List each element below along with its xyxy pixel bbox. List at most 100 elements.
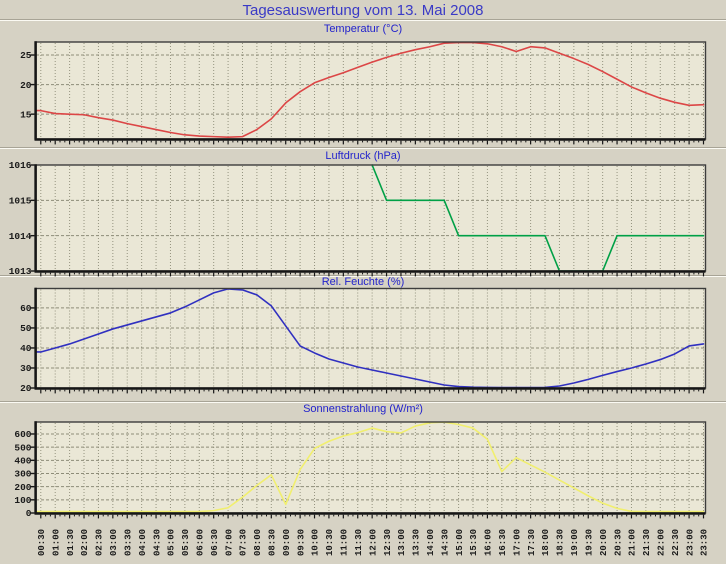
chart-title-solar: Sonnenstrahlung (W/m²) bbox=[303, 403, 423, 415]
x-tick-label: 09:00 bbox=[282, 529, 292, 556]
y-tick-label: 1014 bbox=[9, 231, 32, 242]
chart-title-humidity: Rel. Feuchte (%) bbox=[321, 276, 405, 288]
panel-humidity: 20 30 40 50 60 bbox=[20, 287, 707, 394]
humidity-line bbox=[35, 288, 705, 389]
solar-line bbox=[35, 421, 705, 513]
x-tick-label: 13:30 bbox=[412, 529, 422, 556]
x-tick-label: 17:30 bbox=[527, 529, 537, 556]
x-tick-label: 10:30 bbox=[325, 529, 335, 556]
x-tick-label: 05:30 bbox=[181, 529, 191, 556]
x-tick-label: 21:30 bbox=[642, 529, 652, 556]
horizontal-gridlines: 20 30 40 50 60 bbox=[20, 303, 705, 394]
x-tick-label: 16:00 bbox=[484, 529, 494, 556]
x-tick-label: 01:30 bbox=[66, 529, 76, 556]
x-tick-label: 12:30 bbox=[383, 529, 393, 556]
x-tick-label: 18:30 bbox=[556, 529, 566, 556]
x-tick-label: 14:30 bbox=[440, 529, 450, 556]
y-tick-label: 1016 bbox=[9, 160, 32, 171]
x-tick-label: 22:30 bbox=[671, 529, 681, 556]
temperature-line bbox=[35, 41, 705, 139]
x-tick-label: 01:00 bbox=[51, 529, 61, 556]
vertical-gridlines bbox=[40, 166, 704, 270]
y-tick-label: 50 bbox=[20, 323, 32, 334]
y-tick-label: 30 bbox=[20, 363, 32, 374]
separator-line bbox=[0, 19, 726, 21]
y-tick-label: 300 bbox=[14, 469, 31, 480]
x-axis-labels: 00:30 01:00 01:30 02:00 02:30 03:00 03:30 04:00… bbox=[37, 529, 710, 556]
x-tick-label: 09:30 bbox=[296, 529, 306, 556]
separator-line bbox=[0, 275, 726, 277]
x-tick-label: 11:30 bbox=[354, 529, 364, 556]
y-tick-label: 600 bbox=[14, 429, 31, 440]
vertical-gridlines bbox=[40, 43, 704, 138]
x-tick-marks bbox=[40, 140, 705, 145]
panel-temperature: 15 20 25 bbox=[20, 41, 707, 145]
x-tick-label: 20:00 bbox=[599, 529, 609, 556]
x-tick-label: 02:00 bbox=[80, 529, 90, 556]
x-tick-label: 02:30 bbox=[95, 529, 105, 556]
pressure-line bbox=[371, 164, 705, 272]
y-tick-label: 200 bbox=[14, 482, 31, 493]
x-tick-label: 12:00 bbox=[368, 529, 378, 556]
y-tick-label: 0 bbox=[26, 508, 32, 519]
x-tick-label: 06:30 bbox=[210, 529, 220, 556]
plot-area bbox=[35, 165, 706, 271]
x-tick-label: 03:30 bbox=[123, 529, 133, 556]
plot-area bbox=[35, 42, 706, 139]
separator-line bbox=[0, 147, 726, 149]
panel-pressure: 1013 1014 1015 1016 bbox=[9, 160, 707, 277]
y-tick-label: 1013 bbox=[9, 266, 32, 277]
y-tick-label: 1015 bbox=[9, 196, 32, 207]
x-tick-label: 08:30 bbox=[268, 529, 278, 556]
y-tick-label: 40 bbox=[20, 343, 32, 354]
y-tick-label: 20 bbox=[20, 383, 32, 394]
y-tick-label: 500 bbox=[14, 442, 31, 453]
y-tick-label: 400 bbox=[14, 456, 31, 467]
x-tick-label: 16:30 bbox=[498, 529, 508, 556]
page-title: Tagesauswertung vom 13. Mai 2008 bbox=[242, 2, 484, 19]
x-tick-label: 07:30 bbox=[239, 529, 249, 556]
x-tick-label: 05:00 bbox=[167, 529, 177, 556]
x-tick-marks bbox=[40, 514, 705, 519]
x-tick-label: 06:00 bbox=[195, 529, 205, 556]
x-tick-label: 08:00 bbox=[253, 529, 263, 556]
plot-area bbox=[35, 422, 706, 513]
x-tick-label: 04:00 bbox=[138, 529, 148, 556]
x-tick-label: 23:00 bbox=[685, 529, 695, 556]
x-tick-label: 15:00 bbox=[455, 529, 465, 556]
y-tick-label: 20 bbox=[20, 80, 32, 91]
x-tick-label: 14:00 bbox=[426, 529, 436, 556]
y-tick-label: 60 bbox=[20, 303, 32, 314]
x-tick-label: 21:00 bbox=[628, 529, 638, 556]
y-tick-label: 25 bbox=[20, 50, 32, 61]
x-tick-label: 04:30 bbox=[152, 529, 162, 556]
y-tick-label: 15 bbox=[20, 109, 32, 120]
x-tick-label: 18:00 bbox=[541, 529, 551, 556]
x-tick-label: 00:30 bbox=[37, 529, 47, 556]
horizontal-gridlines: 1013 1014 1015 1016 bbox=[9, 160, 705, 277]
chart-title-temperature: Temperatur (°C) bbox=[323, 23, 403, 35]
x-tick-label: 17:00 bbox=[512, 529, 522, 556]
x-tick-label: 10:00 bbox=[311, 529, 321, 556]
horizontal-gridlines: 0 100 200 300 400 500 600 bbox=[14, 429, 705, 519]
x-tick-label: 07:00 bbox=[224, 529, 234, 556]
horizontal-gridlines: 15 20 25 bbox=[20, 50, 705, 120]
x-tick-label: 22:00 bbox=[656, 529, 666, 556]
plot-area bbox=[35, 288, 706, 388]
vertical-gridlines bbox=[40, 289, 704, 387]
y-tick-label: 100 bbox=[14, 495, 31, 506]
x-tick-label: 19:00 bbox=[570, 529, 580, 556]
x-tick-marks bbox=[40, 272, 705, 277]
chart-title-pressure: Luftdruck (hPa) bbox=[325, 150, 401, 162]
x-tick-marks bbox=[40, 389, 705, 394]
x-tick-label: 11:00 bbox=[340, 529, 350, 556]
x-tick-label: 19:30 bbox=[584, 529, 594, 556]
separator-line bbox=[0, 401, 726, 403]
x-tick-label: 20:30 bbox=[613, 529, 623, 556]
x-tick-label: 15:30 bbox=[469, 529, 479, 556]
x-tick-label: 03:00 bbox=[109, 529, 119, 556]
panel-solar: 0 100 200 300 400 500 600 bbox=[14, 421, 707, 519]
x-tick-label: 23:30 bbox=[700, 529, 710, 556]
